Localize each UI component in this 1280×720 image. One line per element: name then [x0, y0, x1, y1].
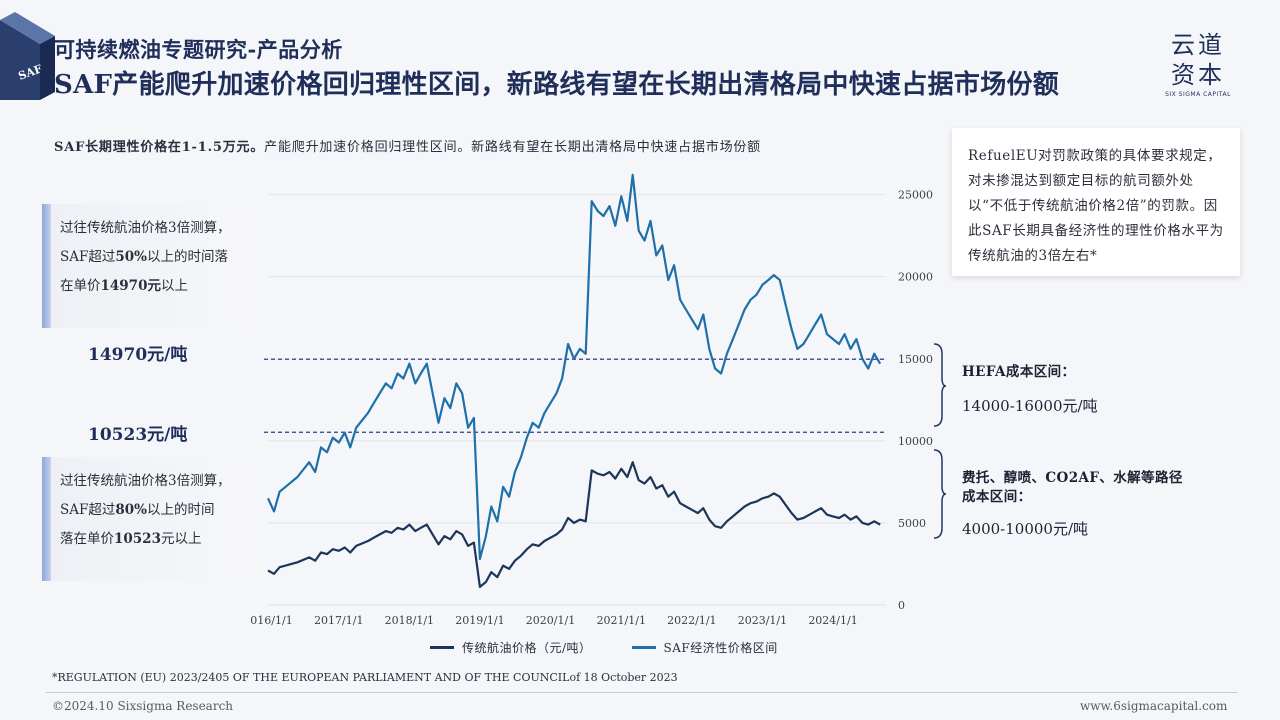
y-tick-label: 25000 [898, 189, 933, 202]
x-tick-label: 2024/1/1 [808, 614, 857, 627]
refueleu-note: RefuelEU对罚款政策的具体要求规定，对未掺混达到额定目标的航司额外处以“不… [952, 128, 1240, 276]
chart-legend: 传统航油价格（元/吨） SAF经济性价格区间 [430, 639, 778, 656]
legend-label-jet: 传统航油价格（元/吨） [462, 641, 592, 655]
legend-swatch-saf [631, 646, 656, 649]
page-subtitle: 可持续燃油专题研究-产品分析 [54, 37, 343, 62]
logo-line-2: 资本 [1171, 61, 1225, 89]
chart-series [266, 173, 882, 588]
other-range: 4000-10000元/吨 [962, 520, 1089, 538]
box2-line1: 过往传统航油价格3倍测算， [60, 473, 231, 489]
box1-line2: SAF超过50%以上的时间落 [60, 249, 228, 265]
logo-tagline: SIX SIGMA CAPITAL [1165, 91, 1231, 98]
box2-line2: SAF超过80%以上的时间 [60, 502, 215, 518]
legend-label-saf: SAF经济性价格区间 [663, 641, 778, 655]
other-title-line2: 成本区间： [962, 489, 1032, 505]
legend-swatch-jet [430, 646, 454, 649]
box1-line3: 在单价14970元以上 [60, 278, 188, 294]
x-tick-label: 2022/1/1 [667, 614, 716, 627]
price-label-10523: 10523元/吨 [88, 425, 188, 445]
hefa-bracket [933, 343, 947, 427]
logo-line-1: 云道 [1171, 31, 1225, 59]
price-chart: 0 5000 10000 15000 20000 25000 2016/1/1 2017/1… [250, 173, 933, 627]
lead-bold: SAF长期理性价格在1-1.5万元。 [54, 140, 265, 155]
other-bracket [933, 449, 947, 539]
x-tick-label: 2023/1/1 [738, 614, 787, 627]
box2-line3: 落在单价10523元以上 [60, 531, 202, 547]
hefa-title: HEFA成本区间： [962, 364, 1076, 380]
lead-text: SAF长期理性价格在1-1.5万元。产能爬升加速价格回归理性区间。新路线有望在长… [54, 136, 761, 155]
lead-rest: 产能爬升加速价格回归理性区间。新路线有望在长期出清格局中快速占据市场份额 [264, 140, 761, 155]
corner-badge: SAF [0, 12, 55, 100]
footer-url[interactable]: www.6sigmacapital.com [1080, 699, 1228, 713]
x-tick-label: 2017/1/1 [314, 614, 363, 627]
series-line-jet-fuel [267, 461, 881, 588]
y-tick-label: 15000 [898, 353, 933, 366]
reference-lines [264, 358, 886, 433]
left-info-box-50: 过往传统航油价格3倍测算， SAF超过50%以上的时间落 在单价14970元以上 [42, 204, 254, 328]
box1-line1: 过往传统航油价格3倍测算， [60, 220, 231, 236]
page-title: SAF产能爬升加速价格回归理性区间，新路线有望在长期出清格局中快速占据市场份额 [54, 70, 1060, 100]
left-accent-bar [42, 457, 51, 581]
chart-gridlines [268, 194, 886, 606]
left-accent-bar [42, 204, 51, 328]
x-tick-label: 2018/1/1 [385, 614, 434, 627]
x-tick-label: 2016/1/1 [250, 614, 293, 627]
left-info-box-80: 过往传统航油价格3倍测算， SAF超过80%以上的时间 落在单价10523元以上 [42, 457, 254, 581]
footnote: *REGULATION (EU) 2023/2405 OF THE EUROPE… [52, 671, 678, 684]
x-tick-label: 2019/1/1 [455, 614, 504, 627]
x-tick-label: 2020/1/1 [526, 614, 575, 627]
footer-divider [46, 692, 1238, 693]
x-tick-label: 2021/1/1 [597, 614, 646, 627]
y-axis-ticks: 0 5000 10000 15000 20000 25000 [898, 189, 933, 612]
price-label-14970: 14970元/吨 [88, 345, 188, 365]
company-logo: 云道 资本 SIX SIGMA CAPITAL [1160, 30, 1236, 98]
hefa-range: 14000-16000元/吨 [962, 397, 1098, 415]
y-tick-label: 0 [898, 599, 905, 612]
series-line-saf [266, 173, 882, 561]
y-tick-label: 20000 [898, 271, 933, 284]
other-title-line1: 费托、醇喷、CO2AF、水解等路径 [962, 470, 1183, 486]
footer-copyright: ©2024.10 Sixsigma Research [52, 699, 234, 713]
y-tick-label: 10000 [898, 435, 933, 448]
y-tick-label: 5000 [898, 517, 926, 530]
x-axis-ticks: 2016/1/1 2017/1/1 2018/1/1 2019/1/1 2020/1/1… [250, 614, 858, 627]
